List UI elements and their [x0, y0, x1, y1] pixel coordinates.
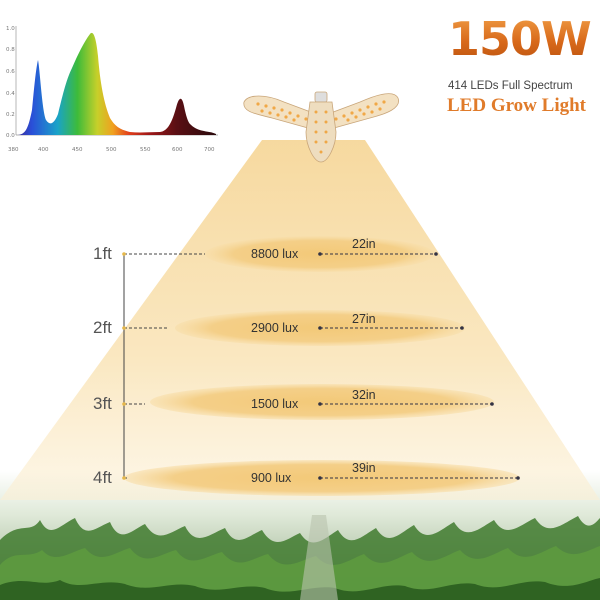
distance-label: 4ft — [93, 468, 112, 487]
coverage-diameter: 39in — [352, 461, 376, 475]
x-tick: 450 — [72, 147, 83, 153]
coverage-diameter: 27in — [352, 312, 376, 326]
x-tick: 500 — [106, 147, 117, 153]
y-tick: 0.6 — [6, 69, 15, 75]
coverage-diameter: 22in — [352, 237, 376, 251]
x-tick: 600 — [172, 147, 183, 153]
led-count-subtitle: 414 LEDs Full Spectrum — [448, 80, 573, 92]
x-tick: 400 — [38, 147, 49, 153]
lux-value: 2900 lux — [251, 321, 299, 335]
x-tick: 550 — [140, 147, 151, 153]
x-tick: 700 — [204, 147, 215, 153]
y-tick: 0.4 — [6, 91, 15, 97]
wattage-title: 150W — [448, 12, 592, 66]
lux-value: 900 lux — [251, 471, 292, 485]
y-tick: 0.2 — [6, 112, 15, 118]
distance-label: 3ft — [93, 394, 112, 413]
y-tick: 1.0 — [6, 26, 15, 32]
coverage-ellipse-3ft — [150, 384, 494, 420]
coverage-diameter: 32in — [352, 388, 376, 402]
distance-label: 2ft — [93, 318, 112, 337]
x-tick: 380 — [8, 147, 19, 153]
lux-value: 8800 lux — [251, 247, 299, 261]
y-tick: 0.8 — [6, 47, 15, 53]
lux-value: 1500 lux — [251, 397, 299, 411]
spectrum-curve — [18, 32, 216, 135]
distance-label: 1ft — [93, 244, 112, 263]
spectrum-chart: 1.0 0.8 0.6 0.4 0.2 0.0 380 400 450 500 … — [6, 26, 218, 153]
grow-light-lamp — [243, 91, 399, 163]
product-name: LED Grow Light — [447, 95, 587, 116]
y-tick: 0.0 — [6, 133, 15, 139]
